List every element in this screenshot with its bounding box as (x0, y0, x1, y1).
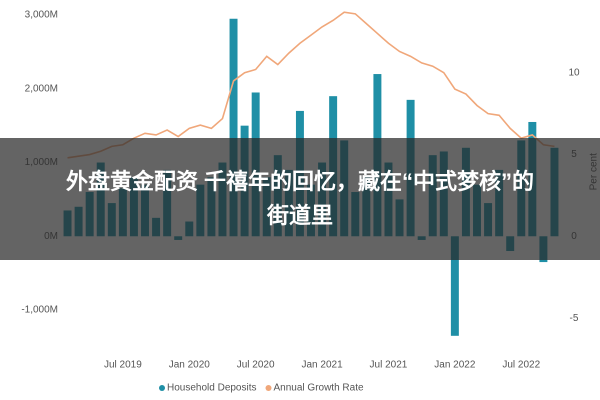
y2-tick-label: -5 (570, 313, 579, 324)
legend-label: Household Deposits (167, 383, 257, 394)
x-tick-label: Jul 2019 (104, 360, 142, 371)
x-tick-label: Jul 2020 (237, 360, 275, 371)
bar (450, 236, 459, 336)
title-line: 街道里 (266, 203, 333, 228)
title-line: 外盘黄金配资 千禧年的回忆，藏在“中式梦核”的 (65, 169, 535, 194)
legend-label: Annual Growth Rate (274, 383, 364, 394)
title-banner: 外盘黄金配资 千禧年的回忆，藏在“中式梦核”的 街道里 (0, 138, 600, 260)
y-tick-label: -1,000M (21, 305, 58, 316)
y-tick-label: 2,000M (25, 83, 58, 94)
x-tick-label: Jul 2022 (502, 360, 540, 371)
y-tick-label: 3,000M (25, 10, 58, 21)
bar (229, 18, 238, 237)
x-tick-label: Jul 2021 (370, 360, 408, 371)
x-tick-label: Jan 2020 (169, 360, 211, 371)
y2-tick-label: 10 (568, 67, 580, 78)
x-tick-label: Jan 2021 (301, 360, 343, 371)
line (67, 11, 555, 159)
legend-marker (159, 385, 165, 391)
x-tick-label: Jan 2022 (434, 360, 476, 371)
legend-marker (265, 385, 272, 391)
